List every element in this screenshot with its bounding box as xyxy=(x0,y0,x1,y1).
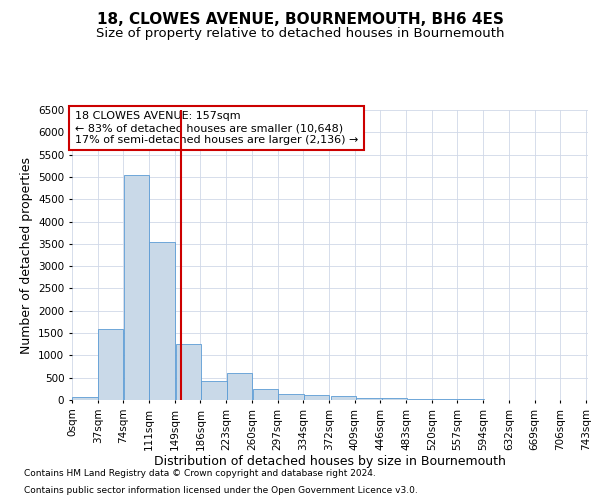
Text: Size of property relative to detached houses in Bournemouth: Size of property relative to detached ho… xyxy=(96,28,504,40)
Text: 18, CLOWES AVENUE, BOURNEMOUTH, BH6 4ES: 18, CLOWES AVENUE, BOURNEMOUTH, BH6 4ES xyxy=(97,12,503,28)
Bar xyxy=(176,344,201,400)
Text: 18 CLOWES AVENUE: 157sqm
← 83% of detached houses are smaller (10,648)
17% of se: 18 CLOWES AVENUE: 157sqm ← 83% of detach… xyxy=(74,112,358,144)
Text: Contains public sector information licensed under the Open Government Licence v3: Contains public sector information licen… xyxy=(24,486,418,495)
Bar xyxy=(149,242,175,400)
Bar xyxy=(72,396,98,400)
Bar xyxy=(227,373,253,400)
Bar xyxy=(356,398,382,400)
Bar xyxy=(407,398,433,400)
Bar xyxy=(304,395,329,400)
Bar xyxy=(202,381,227,400)
Bar xyxy=(278,394,304,400)
Bar xyxy=(253,389,278,400)
Bar xyxy=(382,398,407,400)
Bar xyxy=(433,399,458,400)
Bar xyxy=(98,328,123,400)
Bar xyxy=(124,174,149,400)
Text: Contains HM Land Registry data © Crown copyright and database right 2024.: Contains HM Land Registry data © Crown c… xyxy=(24,468,376,477)
Y-axis label: Number of detached properties: Number of detached properties xyxy=(20,156,32,354)
Bar xyxy=(331,396,356,400)
X-axis label: Distribution of detached houses by size in Bournemouth: Distribution of detached houses by size … xyxy=(154,456,506,468)
